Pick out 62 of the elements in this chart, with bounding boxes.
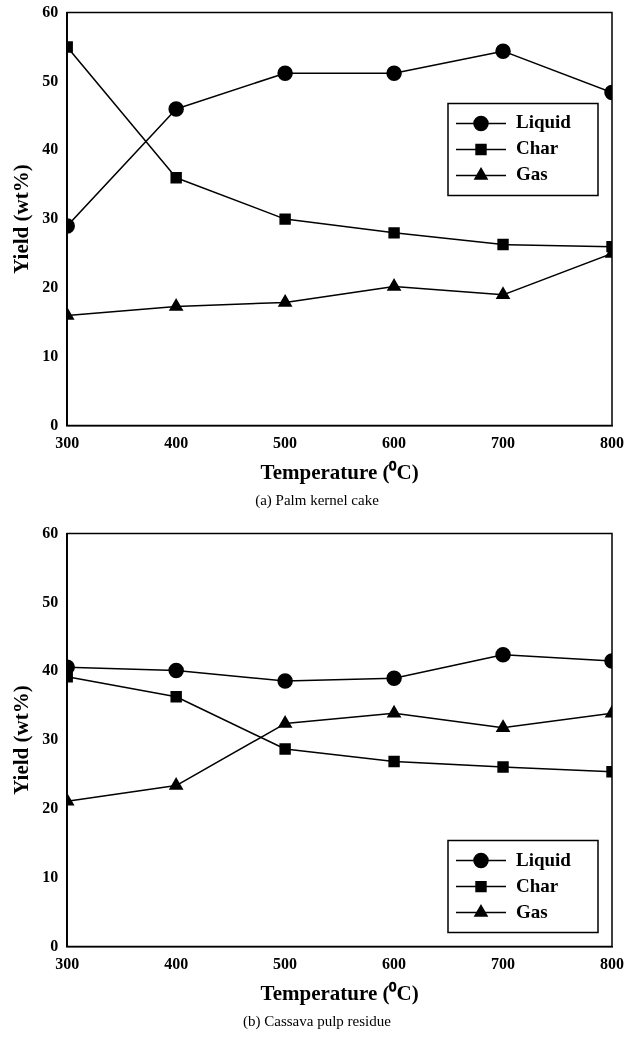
legend-label: Gas [516, 900, 548, 922]
x-axis-title: Temperature (⁰C) [260, 459, 419, 484]
y-tick-label: 50 [42, 592, 59, 610]
point [386, 65, 402, 81]
x-tick-label: 400 [164, 434, 189, 452]
point [170, 691, 182, 703]
y-tick-label: 30 [42, 209, 59, 227]
y-tick-label: 20 [42, 799, 59, 817]
point [495, 647, 511, 663]
point [277, 673, 293, 689]
point [170, 172, 182, 184]
x-tick-label: 500 [273, 434, 298, 452]
point [279, 743, 291, 755]
point [278, 715, 292, 728]
point [496, 287, 510, 300]
point [497, 761, 509, 773]
point [387, 705, 401, 718]
y-axis-title: Yield (wt%) [9, 164, 34, 274]
legend-label: Liquid [516, 111, 572, 133]
x-tick-label: 400 [164, 955, 189, 973]
x-axis-title: Temperature (⁰C) [260, 980, 419, 1005]
y-tick-label: 50 [42, 71, 59, 89]
y-tick-label: 40 [42, 140, 59, 158]
point [169, 777, 183, 790]
y-tick-label: 60 [42, 2, 59, 20]
x-tick-label: 300 [55, 434, 80, 452]
y-tick-label: 0 [50, 936, 59, 954]
legend-label: Char [516, 874, 559, 896]
y-tick-label: 10 [42, 346, 59, 364]
point [388, 755, 400, 768]
x-tick-label: 700 [491, 434, 516, 452]
legend-label: Liquid [516, 848, 572, 870]
x-tick-label: 600 [382, 955, 407, 973]
y-axis-title: Yield (wt%) [9, 685, 34, 795]
point [386, 670, 402, 686]
text: (b) Cassava pulp residue [242, 1013, 392, 1030]
x-tick-label: 800 [600, 955, 624, 973]
point [496, 719, 510, 732]
x-tick-label: 500 [273, 955, 298, 973]
y-tick-label: 40 [42, 661, 59, 679]
point [278, 294, 292, 307]
point [497, 238, 509, 251]
x-tick-label: 700 [491, 955, 516, 973]
x-tick-label: 300 [55, 955, 80, 973]
point [168, 662, 184, 679]
legend-label: Char [516, 137, 559, 159]
point [388, 227, 400, 239]
point [169, 298, 183, 311]
y-tick-label: 60 [42, 523, 59, 541]
y-tick-label: 30 [42, 730, 59, 748]
point [495, 43, 511, 59]
y-tick-label: 0 [50, 415, 59, 433]
y-tick-label: 10 [42, 867, 59, 885]
y-tick-label: 20 [42, 278, 59, 296]
point [387, 278, 401, 291]
point [277, 65, 293, 81]
x-tick-label: 600 [382, 434, 407, 452]
point [168, 101, 184, 117]
x-tick-label: 800 [600, 434, 624, 452]
legend-label: Gas [516, 163, 548, 185]
text: (a) Palm kernel cake [254, 492, 380, 509]
point [279, 213, 291, 225]
